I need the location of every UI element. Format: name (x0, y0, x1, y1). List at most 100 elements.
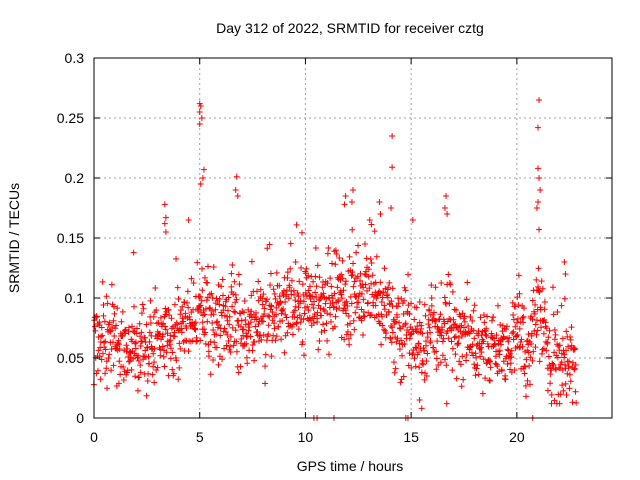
data-point (126, 357, 133, 364)
data-point (479, 390, 486, 397)
data-point (152, 285, 159, 292)
data-point (510, 316, 517, 323)
data-point (422, 312, 429, 319)
data-point (399, 352, 406, 359)
data-point (136, 374, 143, 381)
data-point (154, 364, 161, 371)
data-point (207, 338, 214, 345)
data-point (472, 372, 479, 379)
data-point (498, 366, 505, 373)
data-point (325, 351, 332, 358)
data-point (520, 319, 527, 326)
data-point (354, 273, 361, 280)
data-point (298, 264, 305, 271)
data-point (362, 281, 369, 288)
data-point (324, 337, 331, 344)
data-point (146, 338, 153, 345)
data-point (455, 340, 462, 347)
data-point (302, 289, 309, 296)
data-point (118, 318, 125, 325)
data-point (353, 249, 360, 256)
data-point (441, 294, 448, 301)
data-point (535, 283, 542, 290)
data-point (535, 124, 541, 131)
data-point (461, 318, 468, 325)
data-point (443, 400, 450, 407)
data-point (510, 311, 517, 318)
data-point (287, 265, 294, 272)
data-point (503, 326, 510, 333)
data-point (389, 329, 396, 336)
data-point (388, 298, 395, 305)
data-point (169, 366, 176, 373)
data-point (550, 311, 557, 318)
data-point (471, 302, 478, 309)
data-point (303, 265, 310, 272)
data-point (561, 351, 568, 358)
data-point (180, 338, 187, 345)
data-point (223, 342, 230, 349)
data-point (300, 316, 307, 323)
data-point (427, 337, 434, 344)
data-point (316, 274, 323, 281)
data-point (318, 328, 325, 335)
data-point (210, 326, 217, 333)
data-point (234, 193, 241, 199)
data-point (365, 273, 372, 280)
data-point (559, 382, 566, 389)
y-tick-label: 0.2 (65, 170, 85, 186)
data-point (459, 353, 466, 360)
data-point (311, 311, 318, 318)
data-point (520, 313, 527, 320)
data-point (340, 287, 347, 294)
data-point (175, 295, 182, 302)
data-point (544, 339, 551, 346)
data-point (277, 299, 284, 306)
data-point (548, 367, 555, 374)
data-point (256, 332, 263, 339)
data-point (517, 339, 524, 346)
data-point (314, 262, 321, 269)
data-point (379, 294, 386, 301)
data-point (107, 328, 114, 335)
data-point (463, 357, 470, 364)
data-point (384, 294, 391, 301)
data-point (285, 295, 292, 302)
data-point (421, 301, 428, 308)
data-point (362, 240, 369, 247)
data-point (173, 255, 180, 262)
data-point (300, 352, 307, 359)
x-tick-label: 0 (90, 429, 98, 445)
data-point (273, 304, 280, 311)
data-point (439, 352, 446, 359)
data-point (179, 303, 186, 310)
chart-title: Day 312 of 2022, SRMTID for receiver czt… (216, 20, 484, 36)
data-point (428, 302, 435, 309)
data-point (154, 335, 161, 342)
data-point (533, 317, 540, 324)
data-point (387, 335, 394, 342)
data-point (449, 367, 456, 374)
data-point (137, 362, 144, 369)
data-point (322, 300, 329, 307)
data-point (418, 322, 425, 329)
data-point (134, 387, 141, 394)
data-point (445, 335, 452, 342)
data-point (514, 331, 521, 338)
data-point (525, 341, 532, 348)
data-point (276, 282, 283, 289)
data-point (317, 305, 324, 312)
data-point (371, 228, 378, 235)
data-point (446, 315, 453, 322)
data-point (197, 103, 204, 109)
data-point (536, 175, 543, 181)
data-point (260, 291, 267, 298)
data-point (196, 109, 203, 115)
data-point (392, 318, 399, 325)
data-point (418, 405, 425, 412)
data-point (145, 370, 152, 377)
data-point (218, 283, 225, 290)
data-point (306, 292, 313, 299)
data-point (396, 346, 403, 353)
